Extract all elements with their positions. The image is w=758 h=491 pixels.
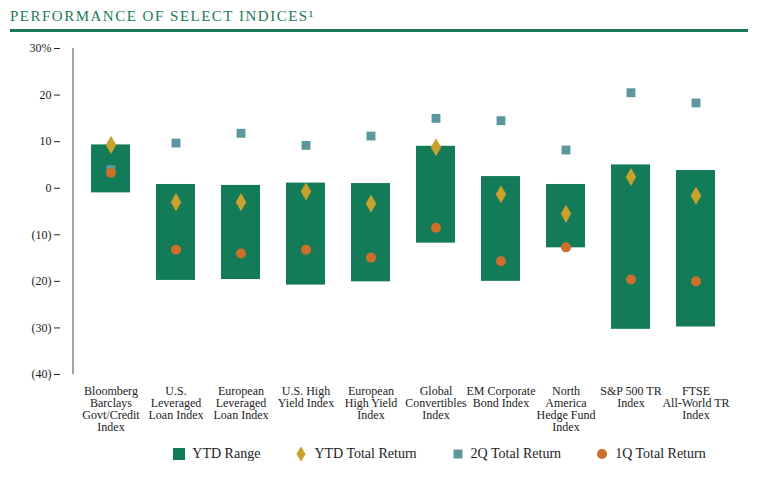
svg-text:10: 10 [40,134,52,148]
svg-text:(20): (20) [32,274,52,288]
svg-text:NorthAmericaHedge FundIndex: NorthAmericaHedge FundIndex [537,384,596,434]
html-text:YTD Range: YTD Range [192,446,261,461]
svg-text:S&P 500 TRIndex: S&P 500 TRIndex [600,384,661,410]
html-text:1Q Total Return: 1Q Total Return [615,446,706,461]
svg-text:(30): (30) [32,321,52,335]
svg-text:(10): (10) [32,228,52,242]
svg-text:U.S.LeveragedLoan Index: U.S.LeveragedLoan Index [149,384,204,422]
svg-text:EuropeanLeveragedLoan Index: EuropeanLeveragedLoan Index [214,384,269,422]
svg-text:BloombergBarclaysGovt/CreditIn: BloombergBarclaysGovt/CreditIndex [82,384,140,434]
svg-text:20: 20 [40,88,52,102]
html-text:YTD Total Return: YTD Total Return [314,446,417,461]
svg-text:EuropeanHigh YieldIndex: EuropeanHigh YieldIndex [345,384,398,422]
svg-text:U.S. HighYield Index: U.S. HighYield Index [278,384,334,410]
svg-text:FTSEAll-World TRIndex: FTSEAll-World TRIndex [662,384,729,422]
html-text:PERFORMANCE OF SELECT INDICES¹: PERFORMANCE OF SELECT INDICES¹ [10,8,315,24]
svg-text:EM CorporateBond Index: EM CorporateBond Index [467,384,536,410]
svg-text:(40): (40) [32,367,52,381]
svg-text:30%: 30% [30,41,52,55]
html-text:2Q Total Return: 2Q Total Return [470,446,562,461]
svg-text:0: 0 [46,181,52,195]
svg-text:GlobalConvertiblesIndex: GlobalConvertiblesIndex [405,384,467,422]
